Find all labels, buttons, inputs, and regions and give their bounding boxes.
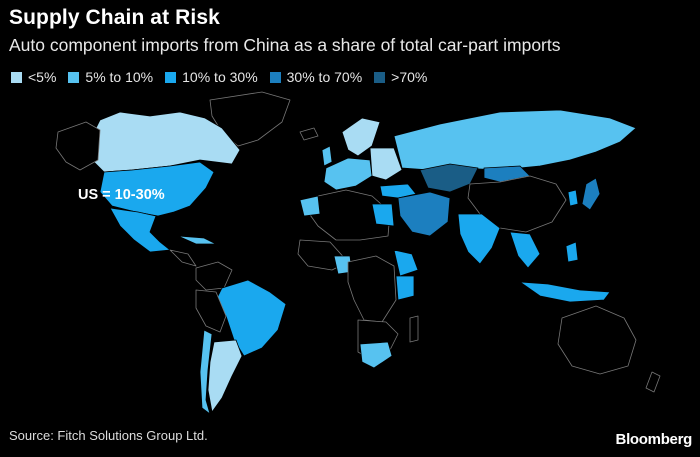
- region-middle-east: [397, 191, 451, 237]
- region-egypt: [371, 203, 395, 227]
- region-chile: [199, 329, 213, 415]
- region-greenland: [209, 91, 291, 147]
- region-madagascar: [409, 315, 419, 343]
- legend-swatch: [68, 71, 80, 83]
- region-western-europe: [323, 157, 373, 191]
- region-iceland: [299, 127, 319, 141]
- region-morocco: [299, 195, 321, 217]
- legend: <5% 5% to 10% 10% to 30% 30% to 70% >70%: [11, 69, 439, 85]
- legend-swatch: [11, 71, 22, 83]
- legend-label: 30% to 70%: [286, 69, 363, 85]
- legend-label: >70%: [391, 69, 428, 85]
- region-southeast-asia: [509, 231, 541, 269]
- region-alaska: [55, 121, 101, 171]
- region-indonesia: [519, 281, 611, 303]
- region-south-africa: [359, 341, 393, 369]
- legend-swatch: [165, 71, 177, 83]
- region-australia: [557, 305, 637, 375]
- legend-swatch: [374, 71, 386, 83]
- region-central-america: [169, 249, 197, 267]
- region-scandinavia: [341, 117, 381, 157]
- legend-label: 5% to 10%: [85, 69, 154, 85]
- region-china: [467, 175, 567, 233]
- legend-label: 10% to 30%: [182, 69, 258, 85]
- region-argentina: [207, 339, 243, 413]
- region-eastern-europe: [369, 147, 403, 181]
- region-kenya: [395, 275, 415, 301]
- region-philippines: [565, 241, 579, 263]
- region-russia: [393, 109, 637, 171]
- legend-item: >70%: [374, 69, 427, 85]
- region-canada: [89, 111, 241, 173]
- chart-subtitle: Auto component imports from China as a s…: [9, 35, 561, 55]
- region-uk: [321, 145, 333, 167]
- source-note: Source: Fitch Solutions Group Ltd.: [9, 428, 208, 443]
- legend-label: <5%: [28, 69, 57, 85]
- region-india: [457, 213, 501, 265]
- legend-item: 10% to 30%: [165, 69, 258, 85]
- legend-item: 5% to 10%: [68, 69, 153, 85]
- region-ethiopia: [393, 249, 419, 277]
- legend-swatch: [269, 71, 281, 83]
- region-japan: [581, 177, 601, 211]
- region-central-africa: [347, 255, 397, 323]
- region-new-zealand: [645, 371, 661, 393]
- region-peru: [195, 289, 227, 333]
- region-caribbean: [177, 235, 217, 245]
- region-colombia: [195, 261, 233, 291]
- us-annotation: US = 10-30%: [78, 187, 165, 203]
- region-mexico: [109, 207, 171, 253]
- region-usa: [99, 161, 215, 217]
- chart-title: Supply Chain at Risk: [9, 6, 220, 29]
- region-korea: [567, 189, 579, 207]
- legend-item: <5%: [11, 69, 56, 85]
- region-north-africa: [307, 189, 391, 241]
- bloomberg-logo: Bloomberg: [615, 431, 693, 448]
- legend-item: 30% to 70%: [269, 69, 363, 85]
